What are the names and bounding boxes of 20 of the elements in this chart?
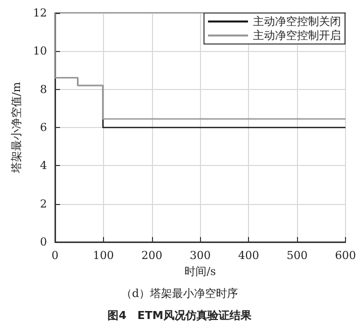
x-tick-label: 500 [286, 249, 308, 262]
y-tick-label: 0 [40, 236, 47, 248]
y-tick-label: 10 [33, 44, 47, 58]
y-tick-label: 8 [40, 82, 47, 96]
text: （d）塔架最小净空时序 [120, 287, 238, 300]
legend-label: 主动净空控制关闭 [253, 15, 341, 28]
y-axis-title: 塔架最小净空值/m [10, 81, 24, 174]
x-tick-label: 400 [238, 249, 260, 262]
text: 图4 ETM风况仿真验证结果 [108, 309, 252, 322]
x-tick-label: 300 [190, 249, 211, 262]
y-tick-label: 12 [33, 6, 47, 20]
x-axis-title: 时间/s [184, 264, 216, 278]
y-tick-label: 6 [40, 121, 47, 134]
y-tick-label: 4 [40, 159, 47, 172]
x-tick-label: 0 [52, 249, 58, 262]
x-tick-label: 600 [335, 249, 356, 262]
legend-label: 主动净空控制开启 [253, 29, 341, 42]
x-tick-label: 200 [141, 249, 162, 262]
x-tick-label: 100 [92, 249, 114, 262]
y-tick-label: 2 [40, 197, 47, 210]
